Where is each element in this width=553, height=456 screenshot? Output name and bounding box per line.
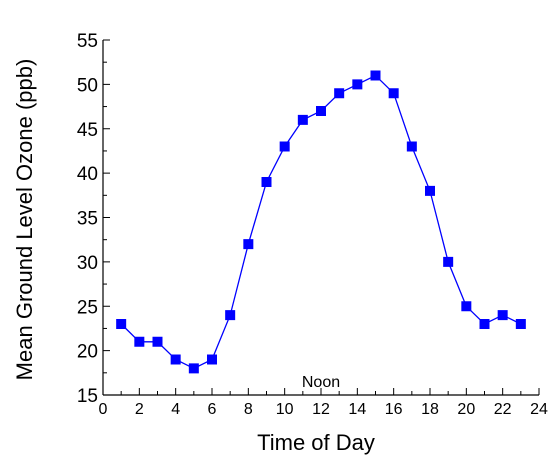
y-tick-label: 25 [77,297,98,318]
y-tick-label: 30 [77,253,98,274]
data-point [352,79,363,90]
x-tick-label: 10 [276,401,294,418]
data-point [497,310,508,321]
x-tick-label: 6 [208,401,217,418]
x-tick-label: 18 [421,401,439,418]
chart-annotations: Noon [302,374,340,391]
x-tick-label: 12 [312,401,330,418]
data-point [152,336,163,347]
y-tick-label: 15 [77,386,98,407]
y-tick-label: 40 [77,164,98,185]
y-tick-label: 45 [77,120,98,141]
data-point [261,177,272,187]
data-point [134,336,145,347]
data-point [388,88,399,99]
data-point [188,363,199,374]
data-point [225,310,236,321]
data-point [316,106,326,116]
y-tick-label: 35 [77,209,98,230]
x-axis-title: Time of Day [257,430,375,455]
data-point [297,114,308,125]
data-point [443,256,454,267]
chart-axes [102,40,539,396]
x-tick-label: 24 [530,401,548,418]
x-tick-label: 20 [457,401,475,418]
x-tick-label: 8 [244,401,253,418]
annotation-noon: Noon [302,374,340,391]
chart-series [116,70,526,374]
x-tick-label: 22 [494,401,512,418]
data-point [334,88,345,99]
data-point [279,141,290,152]
data-point [170,354,181,365]
y-tick-label: 50 [77,75,98,96]
data-point [425,185,435,196]
data-point [370,70,381,81]
data-point [207,354,217,365]
y-tick-label: 20 [77,342,98,363]
y-tick-label: 55 [77,31,98,52]
data-point [479,319,490,329]
series-line [120,74,522,370]
x-tick-label: 16 [385,401,403,418]
x-tick-label: 0 [99,401,108,418]
x-tick-label: 14 [348,401,366,418]
data-point [515,319,526,329]
y-axis-title: Mean Ground Level Ozone (ppb) [12,59,37,381]
data-point [243,239,254,250]
x-tick-label: 2 [135,401,144,418]
x-tick-label: 4 [171,401,180,418]
data-point [406,141,417,152]
data-point [461,301,472,312]
data-point [116,319,127,329]
